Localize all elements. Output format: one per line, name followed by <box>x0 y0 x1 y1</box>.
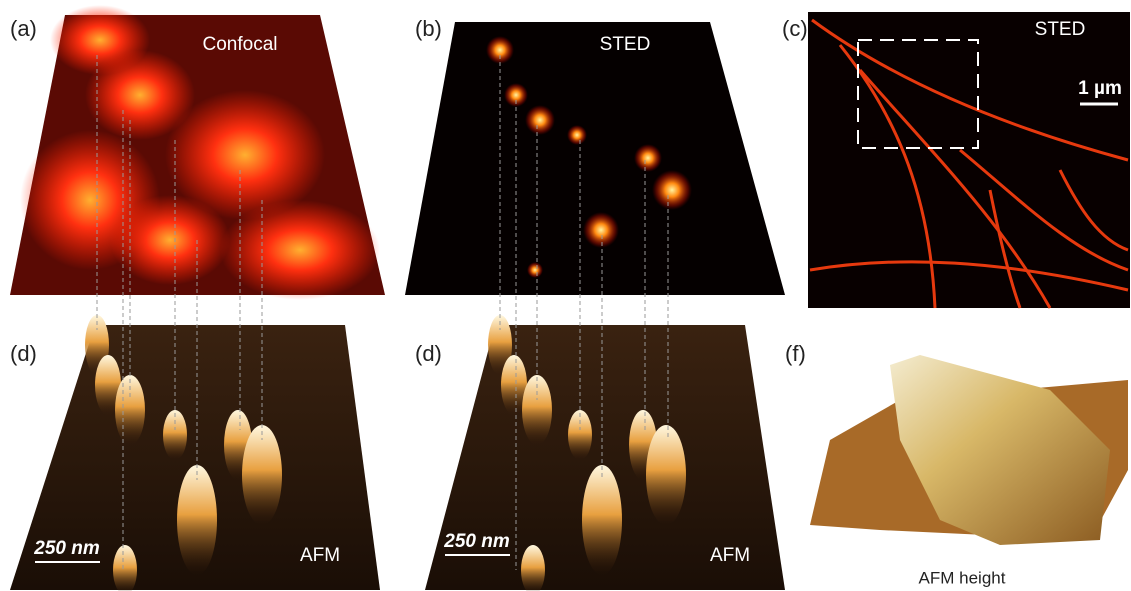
sted-image <box>405 22 785 295</box>
panel-label: (b) <box>415 16 442 41</box>
panel-title: STED <box>600 34 651 55</box>
panel-label: (d) <box>415 341 442 366</box>
scale-bar-label: 1 µm <box>1078 78 1122 99</box>
panel-label: (c) <box>782 16 808 41</box>
panel-label: (a) <box>10 16 37 41</box>
scale-bar-label: 250 nm <box>33 538 100 559</box>
panel-label: (f) <box>785 341 806 366</box>
figure: (a) Confocal (b) STED (c) STED 1 µm (d) … <box>0 0 1131 591</box>
panel-title: AFM <box>710 545 750 566</box>
panel-title: AFM height <box>919 568 1006 587</box>
panel-title: STED <box>1035 19 1086 40</box>
panel-title: Confocal <box>203 34 278 55</box>
scale-bar-label: 250 nm <box>443 531 510 552</box>
panel-title: AFM <box>300 545 340 566</box>
panel-label: (d) <box>10 341 37 366</box>
